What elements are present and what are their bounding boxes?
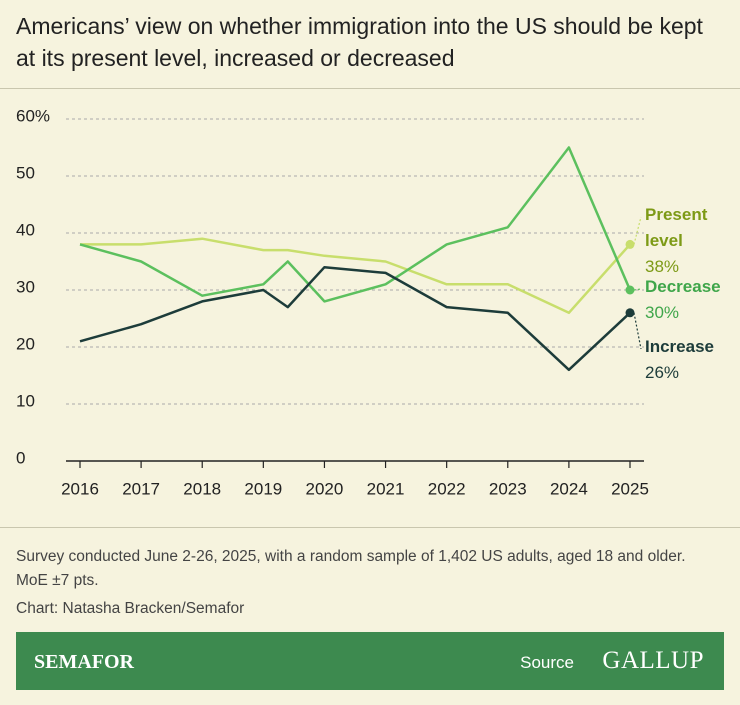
y-tick-label: 10	[16, 391, 35, 410]
connector	[633, 216, 642, 245]
end-point	[625, 308, 635, 318]
divider	[0, 527, 740, 528]
end-point	[625, 239, 635, 249]
brand: SEMAFOR	[34, 651, 134, 673]
value-label: 38%	[645, 257, 680, 276]
source: GALLUP	[602, 647, 704, 674]
x-tick-label: 2017	[122, 479, 160, 498]
x-tick-label: 2025	[611, 479, 649, 498]
series-name: Increase	[645, 337, 714, 356]
line	[80, 237, 631, 315]
value-label: 30%	[645, 303, 680, 322]
chart-title: Americans’ view on whether immigration i…	[16, 13, 703, 71]
x-tick-label: 2021	[367, 479, 405, 498]
chart: 0 10 20 30 40 50 60% 2016 2017 2018 2019 2020 2021 20…	[16, 106, 649, 498]
divider	[0, 88, 740, 89]
y-tick-label: 40	[16, 220, 35, 239]
y-tick-label: 50	[16, 163, 35, 182]
series-name: Decrease	[645, 277, 721, 296]
end-label: Present level 38%	[645, 202, 725, 280]
y-tick-label: 0	[16, 448, 25, 467]
footer: SEMAFOR Source GALLUP	[16, 632, 724, 690]
x-tick-label: 2023	[489, 479, 527, 498]
end-label: Increase 26%	[645, 334, 725, 386]
x-tick-label: 2016	[61, 479, 99, 498]
value-label: 26%	[645, 363, 680, 382]
credit: Chart: Natasha Bracken/Semafor	[16, 600, 245, 617]
line	[79, 146, 632, 303]
connector	[633, 312, 642, 350]
source-label: Source	[520, 653, 574, 672]
y-tick-label: 30	[16, 277, 35, 296]
note: Survey conducted June 2-26, 2025, with a…	[16, 548, 686, 589]
series-name: Present level	[645, 205, 708, 250]
line	[79, 265, 631, 372]
y-tick-label: 20	[16, 334, 35, 353]
connector	[633, 288, 642, 291]
x-tick-label: 2024	[550, 479, 588, 498]
x-tick-label: 2020	[306, 479, 344, 498]
x-tick-label: 2019	[244, 479, 282, 498]
end-point	[625, 285, 635, 295]
x-tick-label: 2018	[183, 479, 221, 498]
y-tick-label: 60%	[16, 106, 50, 125]
x-tick-label: 2022	[428, 479, 466, 498]
end-label: Decrease 30%	[645, 274, 725, 326]
